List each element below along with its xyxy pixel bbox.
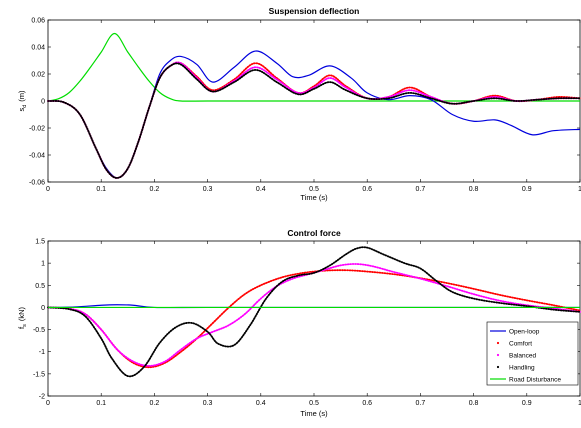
x-tick-label: 1 [578,186,581,193]
series-road-disturbance [47,32,580,102]
x-tick-label: 0.4 [256,400,266,407]
x-tick-label: 0.1 [96,186,106,193]
y-axis-label-unit: (kN) [17,307,26,322]
x-tick-labels: 0 0.1 0.2 0.3 0.4 0.5 0.6 0.7 0.8 0.9 1 [46,20,581,193]
legend-label: Open-loop [509,328,540,335]
y-tick-label: 0.02 [31,72,45,79]
y-tick-label: -0.06 [29,180,45,187]
x-tick-label: 0 [46,186,50,193]
y-axis-label-symbol: s [17,108,26,112]
legend-marker [496,365,500,369]
y-axis-label: sd (m) [17,90,28,112]
x-tick-label: 0.2 [150,400,160,407]
x-tick-label: 0.7 [416,186,426,193]
x-tick-label: 0.3 [203,400,213,407]
series-line [47,62,581,179]
x-axis-label: Time (s) [300,409,328,418]
y-tick-labels: -2 -1.5 -1 -0.5 0 0.5 1 1.5 [33,239,580,401]
series-line [47,32,580,102]
legend-entry-open-loop: Open-loop [490,328,540,335]
control-force-chart: Control force 0 0.1 0.2 0.3 0.4 0.5 0.6 0.7 0.8 0… [17,228,581,418]
x-tick-labels: 0 0.1 0.2 0.3 0.4 0.5 0.6 0.7 0.8 0.9 1 [46,241,581,407]
series-layer [47,246,581,378]
legend-marker [496,341,500,345]
y-axis-label-subscript: d [22,105,28,108]
chart-title: Suspension deflection [269,6,360,16]
x-axis-label: Time (s) [300,193,328,202]
y-tick-label: -0.04 [29,153,45,160]
y-tick-label: -0.5 [33,327,45,334]
y-tick-label: 0 [41,99,45,106]
legend-box [486,321,579,386]
y-tick-label: -2 [39,394,45,401]
legend-entry-balanced: Balanced [496,352,536,359]
y-tick-label: 0.5 [35,283,45,290]
x-tick-label: 0 [46,400,50,407]
x-tick-label: 0.4 [256,186,266,193]
y-tick-label: 1 [41,261,45,268]
legend-entry-comfort: Comfort [496,340,532,347]
y-tick-label: -0.02 [29,126,45,133]
x-tick-label: 0.7 [416,400,426,407]
y-tick-label: 0.06 [31,18,45,25]
y-axis-label-unit: (m) [17,90,26,102]
suspension-deflection-chart: Suspension deflection 0 0.1 0.2 0.3 0.4 0.5 0.… [17,6,581,202]
y-tick-label: 0.04 [31,45,45,52]
x-tick-label: 0.1 [96,400,106,407]
legend-label: Comfort [509,340,532,347]
legend-label: Balanced [509,352,536,359]
legend-entry-handling: Handling [496,364,535,371]
x-tick-label: 0.5 [309,400,319,407]
y-tick-labels: -0.06 -0.04 -0.02 0 0.02 0.04 0.06 [29,18,580,187]
legend-label: Road Disturbance [509,376,561,383]
x-tick-label: 0.5 [309,186,319,193]
y-axis-label-symbol: f [17,326,26,329]
x-tick-label: 1 [578,400,581,407]
legend-label: Handling [509,364,535,371]
series-handling [47,62,581,179]
y-tick-label: -1 [39,349,45,356]
x-tick-label: 0.8 [469,186,479,193]
series-line [47,246,581,378]
legend-entry-road-disturbance: Road Disturbance [490,376,561,383]
x-tick-label: 0.9 [522,400,532,407]
x-tick-label: 0.6 [362,186,372,193]
legend-marker [496,353,500,357]
y-axis-label-subscript: s [22,324,28,327]
y-tick-label: 1.5 [35,239,45,246]
legend-entries: Open-loop Comfort Balanced Handling Road Dis… [490,328,561,383]
y-tick-label: -1.5 [33,371,45,378]
x-tick-label: 0.3 [203,186,213,193]
legend: Open-loop Comfort Balanced Handling Road Dis… [486,321,579,386]
x-tick-label: 0.9 [522,186,532,193]
x-tick-label: 0.2 [150,186,160,193]
x-tick-label: 0.8 [469,400,479,407]
x-tick-label: 0.6 [362,400,372,407]
chart-title: Control force [287,228,341,238]
y-axis-label: fs (kN) [17,307,28,330]
series-handling [47,246,581,378]
series-layer [47,32,581,179]
y-tick-label: 0 [41,305,45,312]
